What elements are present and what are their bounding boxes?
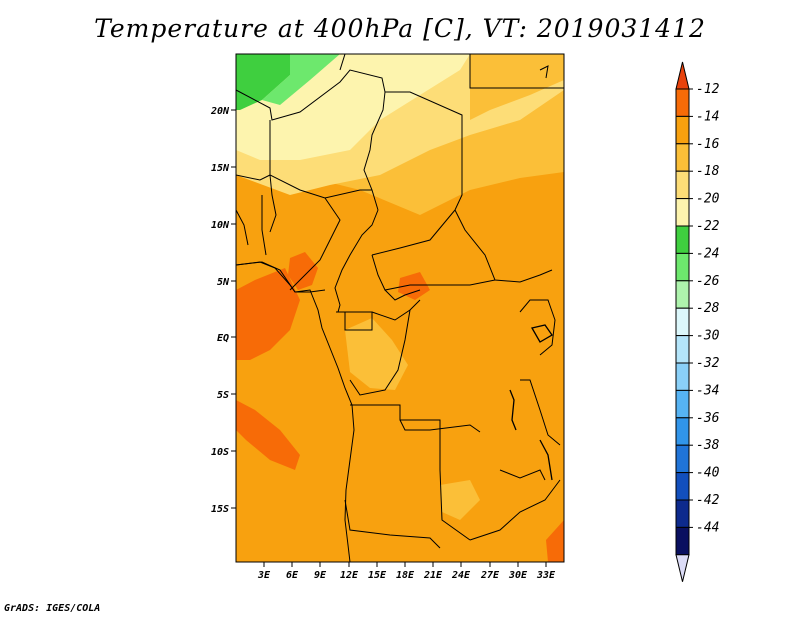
legend-swatch — [675, 115, 690, 145]
legend-label: -40 — [696, 466, 720, 481]
field-warm-central — [398, 272, 430, 300]
legend-swatch — [675, 198, 690, 227]
legend-swatch — [675, 472, 690, 501]
lon-label-18e: 18E — [396, 570, 415, 581]
field-warm-west-coast — [236, 268, 300, 360]
legend-label: -34 — [696, 383, 719, 398]
lon-label-6e: 6E — [286, 570, 299, 581]
lon-label-24e: 24E — [451, 570, 471, 581]
legend-swatch — [675, 444, 690, 474]
lon-label-12e: 12E — [340, 570, 359, 581]
lake-victoria — [531, 324, 553, 343]
chart-title: Temperature at 400hPa [C], VT: 201903141… — [94, 14, 706, 43]
legend-label: -18 — [696, 164, 720, 179]
lon-label-9e: 9E — [314, 570, 327, 581]
atlantic-coastline — [236, 261, 355, 562]
field-warm-cameroon — [288, 252, 318, 290]
lon-label-21e: 21E — [423, 570, 443, 581]
legend-cap-top — [675, 61, 690, 90]
grads-credit: GrADS: IGES/COLA — [4, 603, 101, 614]
lake-tanganyika — [509, 389, 517, 431]
legend-label: -32 — [696, 356, 720, 371]
legend-label: -24 — [696, 246, 719, 261]
legend-swatch — [675, 307, 690, 337]
legend-swatch — [675, 170, 690, 200]
field-light-congo — [345, 318, 408, 390]
legend-swatch — [675, 526, 690, 556]
legend-label: -26 — [696, 274, 720, 289]
legend-swatch — [675, 499, 690, 528]
lat-label-5s: 5S — [217, 390, 229, 401]
temperature-field — [236, 54, 564, 562]
legend-label: -42 — [696, 493, 720, 508]
legend-label: -44 — [696, 520, 719, 535]
legend-swatch — [675, 280, 690, 309]
country-borders — [236, 54, 564, 549]
lat-label-eq: EQ — [217, 333, 229, 344]
field-ne-minus16 — [470, 54, 564, 120]
legend-swatch — [675, 389, 690, 419]
lat-label-10s: 10S — [211, 447, 229, 458]
legend-label: -28 — [696, 301, 720, 316]
lon-label-30e: 30E — [508, 570, 528, 581]
legend-swatch — [675, 362, 690, 391]
legend-swatch — [675, 225, 690, 254]
lat-label-20n: 20N — [210, 106, 230, 117]
legend-label: -12 — [696, 82, 720, 97]
lat-label-15s: 15S — [211, 504, 229, 515]
legend-label: -22 — [696, 219, 720, 234]
red-sea-coast — [539, 65, 549, 79]
legend-label: -16 — [696, 137, 720, 152]
map-frame — [235, 53, 565, 563]
lon-label-15e: 15E — [368, 570, 387, 581]
color-legend: -12 -14 -16 -18 -20 -22 -24 -26 -28 -30 -32 -34 -36 -… — [675, 61, 720, 582]
latitude-axis: 20N 15N 10N 5N EQ 5S 10S 15S — [210, 106, 236, 515]
legend-swatch — [675, 88, 690, 117]
lat-label-5n: 5N — [217, 277, 230, 288]
field-light-south — [440, 480, 480, 520]
legend-label: -30 — [696, 329, 720, 344]
legend-swatch — [675, 417, 690, 446]
lat-label-10n: 10N — [211, 220, 230, 231]
lon-label-27e: 27E — [480, 570, 500, 581]
legend-label: -14 — [696, 109, 719, 124]
lat-label-15n: 15N — [211, 163, 230, 174]
legend-swatch — [675, 335, 690, 364]
field-warm-se-corner — [546, 520, 564, 562]
legend-swatch — [675, 252, 690, 282]
field-warm-angola-coast — [236, 400, 300, 470]
legend-label: -38 — [696, 438, 720, 453]
legend-label: -36 — [696, 411, 720, 426]
longitude-axis: 3E 6E 9E 12E 15E 18E 21E 24E 27E 30E 33E — [257, 562, 556, 581]
legend-swatch — [675, 143, 690, 172]
lon-label-3e: 3E — [257, 570, 271, 581]
lon-label-33e: 33E — [536, 570, 556, 581]
field-minus24-edge — [262, 54, 340, 105]
lake-malawi — [539, 439, 553, 481]
legend-cap-bottom — [675, 554, 690, 582]
legend-label: -20 — [696, 192, 720, 207]
